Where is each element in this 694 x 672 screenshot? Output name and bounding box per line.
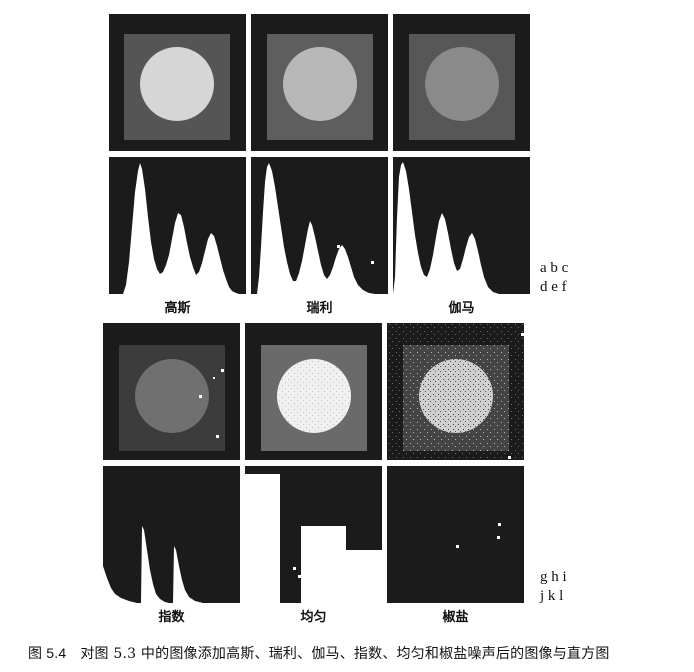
image-rayleigh-noise — [251, 14, 388, 151]
caption-text: 对图 5.3 中的图像添加高斯、瑞利、伽马、指数、均匀和椒盐噪声后的图像与直方图 — [80, 646, 610, 662]
noise-speck — [521, 333, 524, 336]
histogram-saltpepper-svg — [387, 466, 524, 603]
histogram-area — [251, 163, 375, 294]
histogram-exponential — [103, 466, 240, 603]
stray-point — [298, 575, 301, 578]
label-rayleigh: 瑞利 — [306, 301, 333, 316]
histogram-area — [393, 162, 499, 294]
histogram-spike — [456, 545, 459, 548]
label-gaussian: 高斯 — [164, 301, 191, 316]
disk-speckle — [277, 359, 351, 433]
histogram-area — [109, 163, 239, 294]
histogram-rayleigh-svg — [251, 157, 388, 294]
image-saltpepper-svg — [387, 323, 524, 460]
stray-point — [371, 261, 374, 264]
histogram-gaussian — [109, 157, 246, 294]
bright-disk — [283, 47, 357, 121]
image-uniform-svg — [245, 323, 382, 460]
figure-caption: 图 5.4 对图 5.3 中的图像添加高斯、瑞利、伽马、指数、均匀和椒盐噪声后的图… — [28, 644, 610, 663]
label-gamma: 伽马 — [448, 301, 475, 316]
row-letters-abc: a b c — [540, 260, 569, 276]
histogram-exponential-svg — [103, 466, 240, 603]
histogram-bar — [301, 526, 346, 603]
stray-point — [293, 567, 296, 570]
stray-point — [337, 245, 340, 248]
noise-speck — [508, 456, 511, 459]
histogram-gaussian-svg — [109, 157, 246, 294]
noise-speck — [199, 395, 202, 398]
noise-speck — [216, 435, 219, 438]
bright-disk — [425, 47, 499, 121]
image-gamma-svg — [393, 14, 530, 151]
histogram-rayleigh — [251, 157, 388, 294]
row-letters-def: d e f — [540, 279, 567, 295]
histogram-area — [103, 526, 203, 603]
image-gaussian-noise — [109, 14, 246, 151]
histogram-saltpepper — [387, 466, 524, 603]
histogram-spike — [498, 523, 501, 526]
noise-speck — [213, 377, 215, 379]
row-letters-jkl: j k l — [540, 588, 564, 604]
histogram-uniform-svg — [245, 466, 382, 603]
histogram-gamma-svg — [393, 157, 530, 294]
pepper-noise-disk — [419, 359, 493, 433]
figure-number: 图 5.4 — [28, 645, 67, 661]
image-saltpepper-noise — [387, 323, 524, 460]
bright-disk — [140, 47, 214, 121]
label-exponential: 指数 — [158, 610, 185, 625]
label-uniform: 均匀 — [300, 610, 327, 625]
image-gaussian-svg — [109, 14, 246, 151]
noise-speck — [221, 369, 224, 372]
image-gamma-noise — [393, 14, 530, 151]
image-exponential-noise — [103, 323, 240, 460]
histogram-bar — [245, 474, 280, 603]
image-uniform-noise — [245, 323, 382, 460]
bright-disk — [135, 359, 209, 433]
histogram-uniform — [245, 466, 382, 603]
image-rayleigh-svg — [251, 14, 388, 151]
label-saltpepper: 椒盐 — [442, 610, 469, 625]
histogram-gamma — [393, 157, 530, 294]
histogram-bar — [346, 550, 382, 603]
row-letters-ghi: g h i — [540, 569, 567, 585]
image-exponential-svg — [103, 323, 240, 460]
histogram-spike — [497, 536, 500, 539]
